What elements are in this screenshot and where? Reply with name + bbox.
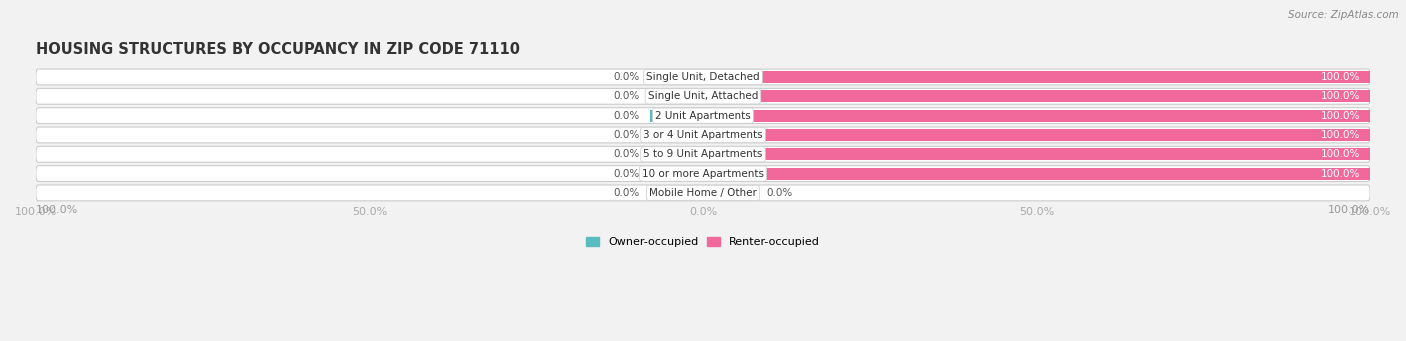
Text: Source: ZipAtlas.com: Source: ZipAtlas.com [1288, 10, 1399, 20]
Text: 0.0%: 0.0% [613, 130, 640, 140]
FancyBboxPatch shape [37, 185, 1369, 201]
Text: 0.0%: 0.0% [613, 110, 640, 121]
Text: 3 or 4 Unit Apartments: 3 or 4 Unit Apartments [643, 130, 763, 140]
Text: 100.0%: 100.0% [1320, 149, 1360, 159]
FancyBboxPatch shape [37, 108, 1369, 123]
Text: 2 Unit Apartments: 2 Unit Apartments [655, 110, 751, 121]
Text: HOUSING STRUCTURES BY OCCUPANCY IN ZIP CODE 71110: HOUSING STRUCTURES BY OCCUPANCY IN ZIP C… [37, 42, 520, 57]
Text: 100.0%: 100.0% [1320, 91, 1360, 101]
Text: 100.0%: 100.0% [37, 205, 79, 215]
Text: 0.0%: 0.0% [613, 72, 640, 82]
Text: 100.0%: 100.0% [1320, 130, 1360, 140]
Text: 0.0%: 0.0% [766, 188, 793, 198]
Bar [703, 167, 1369, 180]
Text: 100.0%: 100.0% [1320, 168, 1360, 179]
Text: Single Unit, Attached: Single Unit, Attached [648, 91, 758, 101]
Text: Mobile Home / Other: Mobile Home / Other [650, 188, 756, 198]
Text: 10 or more Apartments: 10 or more Apartments [643, 168, 763, 179]
Bar [650, 71, 703, 83]
Text: 100.0%: 100.0% [1327, 205, 1369, 215]
Bar [650, 129, 703, 141]
Bar [650, 90, 703, 102]
Text: 0.0%: 0.0% [613, 168, 640, 179]
Bar [703, 110, 1369, 122]
Bar [703, 71, 1369, 83]
Bar [703, 90, 1369, 102]
Legend: Owner-occupied, Renter-occupied: Owner-occupied, Renter-occupied [581, 233, 825, 252]
FancyBboxPatch shape [37, 69, 1369, 85]
Bar [650, 167, 703, 180]
Text: 0.0%: 0.0% [613, 91, 640, 101]
Text: 0.0%: 0.0% [613, 149, 640, 159]
Text: 100.0%: 100.0% [1320, 72, 1360, 82]
FancyBboxPatch shape [37, 166, 1369, 181]
Bar [703, 129, 1369, 141]
FancyBboxPatch shape [37, 146, 1369, 162]
Bar [650, 187, 703, 199]
Text: 100.0%: 100.0% [1320, 110, 1360, 121]
Text: Single Unit, Detached: Single Unit, Detached [647, 72, 759, 82]
FancyBboxPatch shape [37, 88, 1369, 104]
Bar [703, 148, 1369, 160]
FancyBboxPatch shape [37, 127, 1369, 143]
Bar [650, 110, 703, 122]
Text: 0.0%: 0.0% [613, 188, 640, 198]
Bar [703, 187, 756, 199]
Bar [650, 148, 703, 160]
Text: 5 to 9 Unit Apartments: 5 to 9 Unit Apartments [644, 149, 762, 159]
